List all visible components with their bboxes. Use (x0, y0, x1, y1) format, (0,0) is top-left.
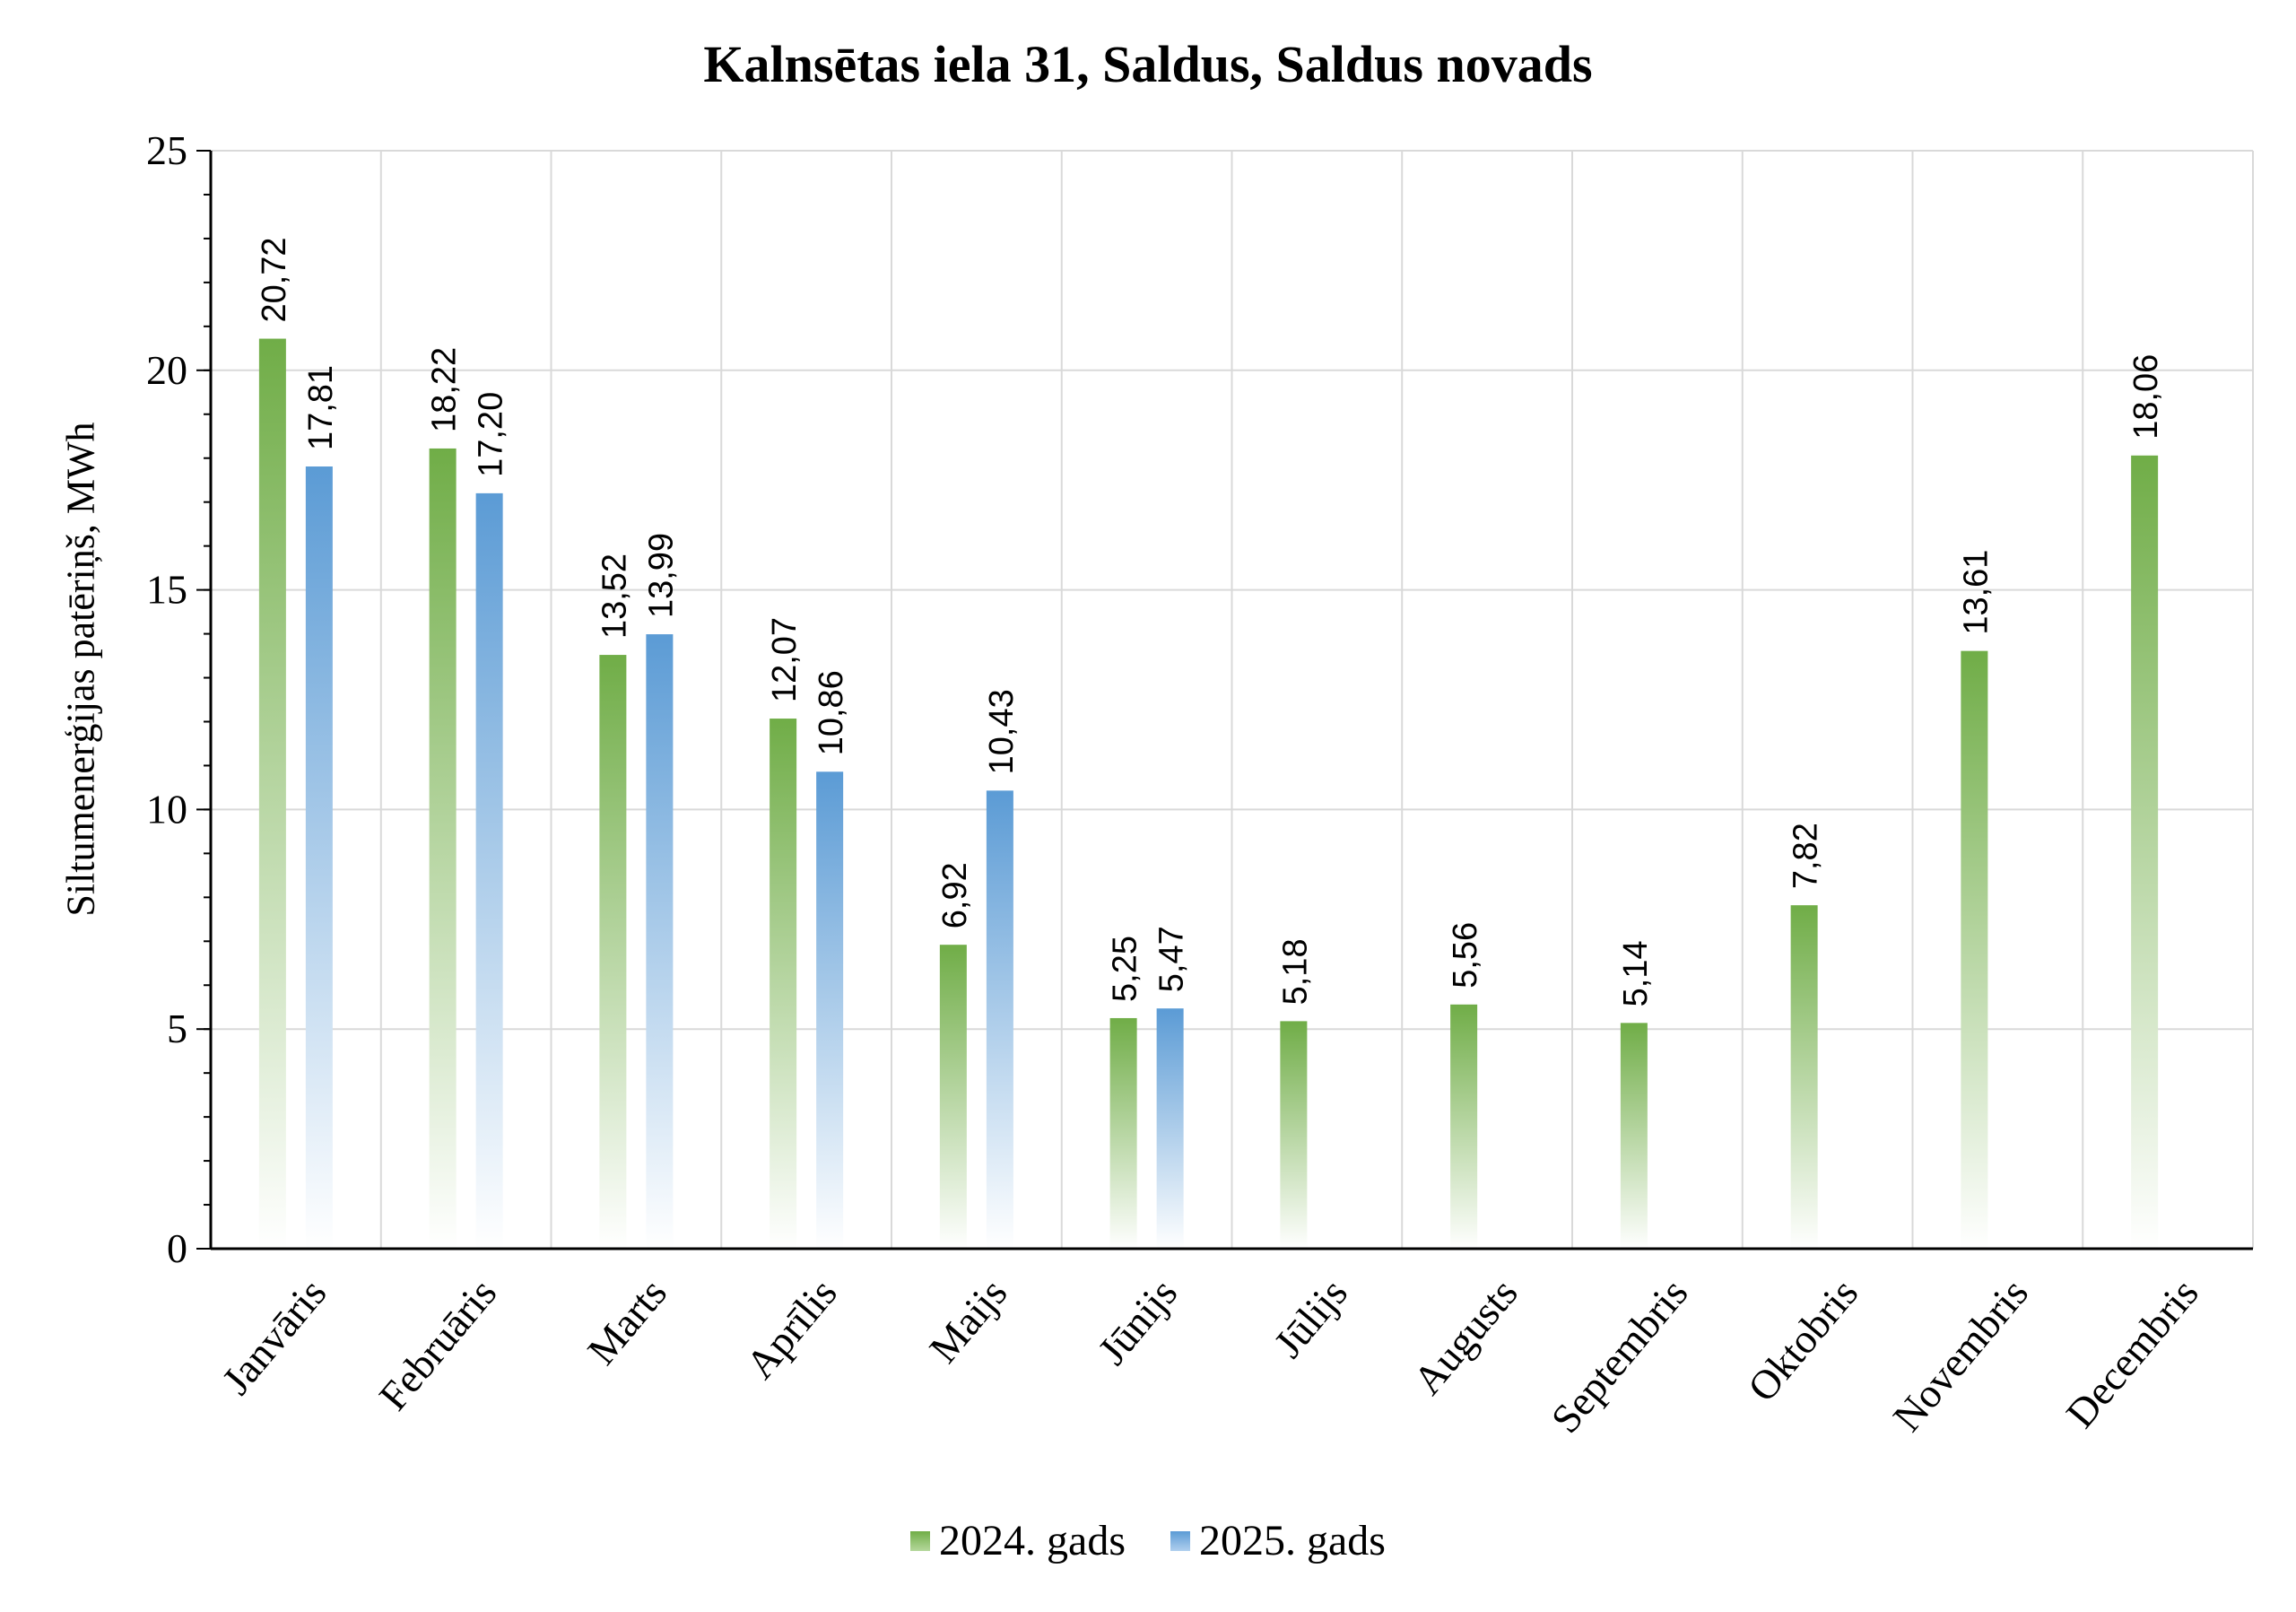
bar-2024 (1961, 650, 1988, 1249)
bar-2024 (429, 448, 457, 1249)
x-tick-label: Maijs (920, 1270, 1015, 1372)
x-tick-label: Februāris (370, 1270, 506, 1419)
data-label: 5,56 (1447, 922, 1484, 989)
legend-swatch-2024 (910, 1530, 931, 1551)
data-label: 5,25 (1107, 936, 1144, 1002)
data-label: 12,07 (766, 617, 804, 702)
bar-2024 (1109, 1017, 1137, 1249)
x-tick-label: Decembris (2057, 1270, 2207, 1436)
x-tick-label: Augusts (1405, 1270, 1526, 1403)
y-tick-label: 10 (146, 786, 187, 832)
bar-2025 (986, 790, 1013, 1249)
data-label: 18,06 (2127, 354, 2165, 440)
data-label: 10,43 (983, 689, 1021, 774)
legend-item-2024: 2024. gads (910, 1516, 1126, 1565)
data-label: 17,81 (302, 365, 340, 450)
data-label: 18,22 (426, 347, 464, 432)
bar-2025 (475, 492, 503, 1249)
bar-2025 (646, 634, 674, 1249)
data-label: 13,61 (1957, 550, 1995, 635)
x-tick-label: Jūnijs (1089, 1270, 1186, 1373)
data-label: 13,52 (596, 553, 633, 639)
data-label: 5,47 (1153, 926, 1191, 992)
legend: 2024. gads 2025. gads (0, 1516, 2296, 1565)
bar-2024 (258, 338, 286, 1249)
x-tick-label: Oktobris (1739, 1270, 1867, 1410)
x-tick-label: Jūlijs (1265, 1270, 1357, 1366)
data-label: 7,82 (1787, 823, 1825, 889)
y-tick-label: 25 (146, 127, 187, 173)
x-tick-label: Aprīlis (737, 1270, 846, 1388)
bar-2024 (1450, 1004, 1478, 1249)
bar-2025 (1156, 1008, 1184, 1249)
legend-label-2025: 2025. gads (1199, 1517, 1386, 1564)
bar-2024 (939, 945, 967, 1249)
data-label: 13,99 (642, 533, 680, 618)
data-label: 5,14 (1617, 940, 1655, 1006)
x-tick-label: Marts (578, 1270, 675, 1373)
data-label: 5,18 (1276, 938, 1314, 1005)
data-label: 17,20 (473, 392, 510, 477)
data-label: 6,92 (936, 862, 974, 928)
y-tick-label: 0 (167, 1225, 187, 1271)
y-tick-label: 15 (146, 567, 187, 613)
chart-title: Kalnsētas iela 31, Saldus, Saldus novads (703, 35, 1593, 93)
y-tick-label: 20 (146, 347, 187, 393)
bar-2024 (599, 655, 627, 1249)
bar-2024 (770, 719, 797, 1249)
bar-2025 (305, 466, 333, 1249)
legend-item-2025: 2025. gads (1170, 1516, 1386, 1565)
bar-2024 (1790, 905, 1818, 1249)
x-tick-label: Novembris (1884, 1270, 2037, 1440)
x-tick-label: Janvāris (213, 1270, 335, 1403)
y-tick-label: 5 (167, 1006, 187, 1051)
data-label: 20,72 (256, 237, 293, 322)
bar-2024 (2131, 455, 2159, 1249)
legend-swatch-2025 (1170, 1530, 1190, 1551)
x-tick-label: Septembris (1542, 1270, 1696, 1442)
bar-2025 (816, 771, 844, 1249)
legend-label-2024: 2024. gads (939, 1517, 1126, 1564)
bar-2024 (1280, 1021, 1308, 1249)
data-label: 10,86 (813, 670, 850, 755)
bar-2024 (1620, 1023, 1648, 1249)
